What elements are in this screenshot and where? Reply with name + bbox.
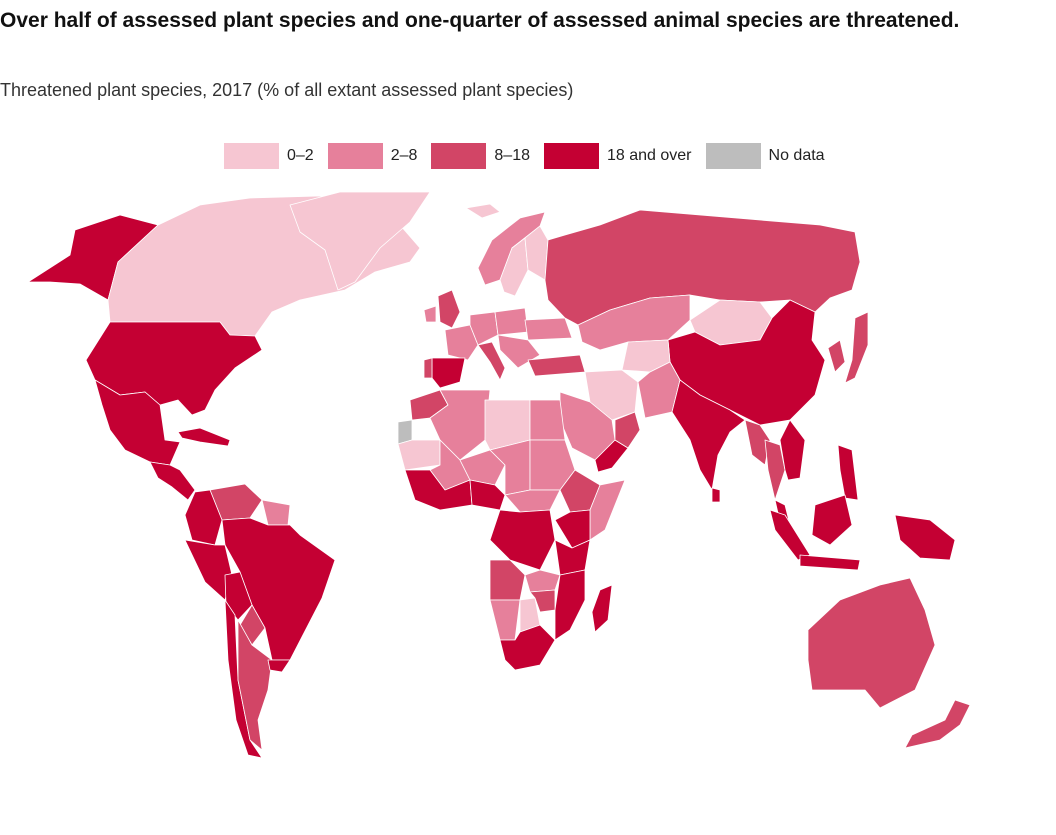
country-finland[interactable] <box>524 225 549 281</box>
asia <box>527 209 956 571</box>
country-united-kingdom[interactable] <box>437 289 461 329</box>
country-portugal[interactable] <box>423 357 433 379</box>
country-mauritania[interactable] <box>397 439 441 471</box>
country-central-america[interactable] <box>149 461 196 501</box>
country-new-zealand[interactable] <box>904 699 971 749</box>
legend-swatch <box>431 143 487 169</box>
country-chile[interactable] <box>224 599 263 759</box>
world-map <box>27 191 971 759</box>
country-oman[interactable] <box>614 411 641 449</box>
country-india[interactable] <box>671 379 746 491</box>
country-dr-congo[interactable] <box>489 509 556 571</box>
page-title: Over half of assessed plant species and … <box>0 9 960 32</box>
legend-item: 18 and over <box>544 143 692 169</box>
country-borneo[interactable] <box>811 494 853 546</box>
country-philippines[interactable] <box>837 444 859 501</box>
legend-label: 18 and over <box>607 147 692 164</box>
country-zambia[interactable] <box>524 569 561 593</box>
country-angola[interactable] <box>489 559 526 601</box>
country-namibia[interactable] <box>489 599 521 641</box>
legend-label: 0–2 <box>287 147 314 164</box>
country-tanzania[interactable] <box>554 539 591 576</box>
country-ireland[interactable] <box>423 305 437 323</box>
legend-swatch <box>705 143 761 169</box>
country-argentina[interactable] <box>237 619 273 751</box>
country-kenya[interactable] <box>554 509 591 549</box>
country-south-africa[interactable] <box>499 624 556 671</box>
country-sri-lanka[interactable] <box>711 487 721 503</box>
africa <box>397 389 626 671</box>
map-legend: 0–2 2–8 8–18 18 and over No data <box>224 143 839 169</box>
country-central-african-republic[interactable] <box>504 489 561 513</box>
legend-item: 8–18 <box>431 143 530 169</box>
country-france[interactable] <box>444 324 479 361</box>
country-cuba[interactable] <box>177 427 231 447</box>
legend-swatch <box>544 143 599 169</box>
country-poland[interactable] <box>494 307 529 336</box>
country-mexico[interactable] <box>94 379 181 466</box>
legend-swatch <box>224 143 279 169</box>
country-niger[interactable] <box>459 449 506 486</box>
country-kazakhstan[interactable] <box>577 294 691 351</box>
country-yemen[interactable] <box>594 439 629 473</box>
legend-item: 2–8 <box>327 143 418 169</box>
country-iceland[interactable] <box>465 203 501 219</box>
country-greenland[interactable] <box>289 191 431 291</box>
country-korea[interactable] <box>827 339 846 373</box>
country-italy[interactable] <box>477 341 506 381</box>
country-australia[interactable] <box>807 577 936 709</box>
legend-item: No data <box>705 143 825 169</box>
country-russia[interactable] <box>544 209 861 326</box>
country-sumatra[interactable] <box>769 509 811 561</box>
country-egypt[interactable] <box>529 399 566 441</box>
south-america <box>184 483 336 759</box>
map-subtitle: Threatened plant species, 2017 (% of all… <box>0 80 574 100</box>
country-thailand[interactable] <box>764 439 786 501</box>
legend-item: 0–2 <box>224 143 314 169</box>
legend-swatch <box>327 143 383 169</box>
country-germany[interactable] <box>469 311 499 346</box>
north-america <box>27 191 431 501</box>
country-madagascar[interactable] <box>591 584 613 633</box>
country-ukraine[interactable] <box>524 317 573 341</box>
country-spain[interactable] <box>431 357 466 389</box>
legend-label: 8–18 <box>494 147 530 164</box>
country-vietnam[interactable] <box>779 419 806 481</box>
country-java[interactable] <box>799 554 861 571</box>
legend-label: No data <box>768 147 825 164</box>
country-new-guinea[interactable] <box>894 514 956 561</box>
country-guyana[interactable] <box>261 499 291 526</box>
country-peru[interactable] <box>184 539 233 601</box>
country-zimbabwe[interactable] <box>529 589 556 613</box>
oceania <box>807 577 971 749</box>
country-nigeria[interactable] <box>469 479 506 511</box>
country-mozambique[interactable] <box>554 569 586 641</box>
legend-label: 2–8 <box>390 147 418 164</box>
country-turkey[interactable] <box>527 354 586 377</box>
country-japan[interactable] <box>844 311 869 384</box>
country-uruguay[interactable] <box>267 659 291 673</box>
country-bolivia[interactable] <box>224 571 253 621</box>
